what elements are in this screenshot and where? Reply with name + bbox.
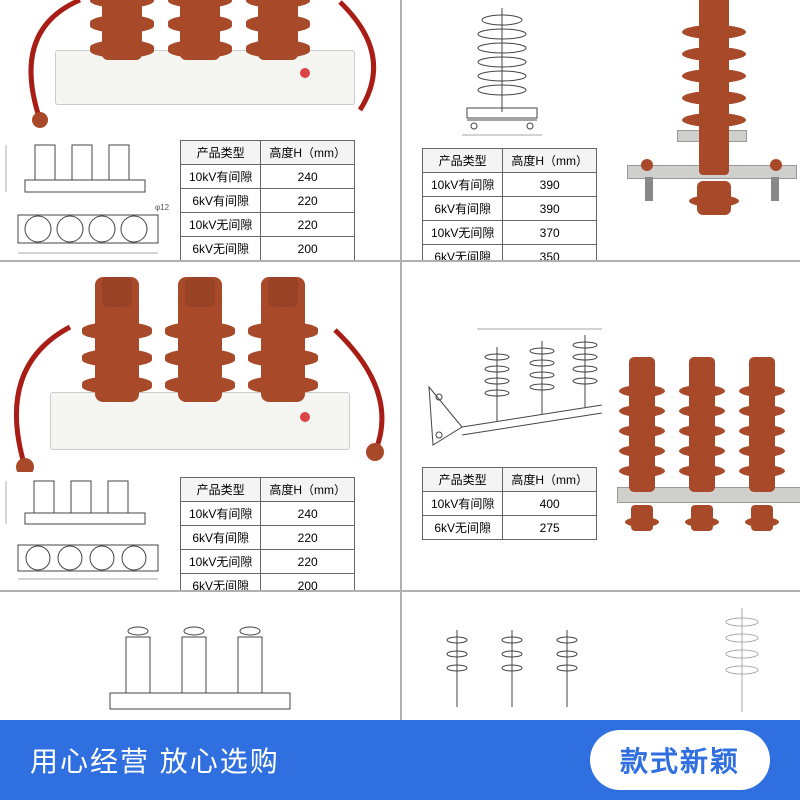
spec-table-D: 产品类型高度H（mm） 10kV有间隙400 6kV无间隙275: [422, 467, 597, 540]
product-photo-4: [617, 327, 800, 547]
th-type: 产品类型: [181, 141, 261, 165]
product-photo-3: [0, 272, 400, 472]
spec-table-C: 产品类型高度H（mm） 10kV有间隙240 6kV有间隙220 10kV无间隙…: [180, 477, 355, 598]
cell-2-right: 产品类型高度H（mm） 10kV有间隙400 6kV无间隙275: [400, 260, 800, 590]
cell-1-right: 产品类型高度H（mm） 10kV有间隙390 6kV有间隙390 10kV无间隙…: [400, 0, 800, 260]
tech-drawing-6: [427, 612, 607, 722]
th-height: 高度H（mm）: [261, 141, 355, 165]
tech-drawing-2: [422, 0, 582, 140]
tech-drawing-3: [0, 467, 175, 587]
footer-badge: 款式新颖: [590, 730, 770, 790]
spec-table-A: 产品类型高度H（mm） 10kV有间隙240 6kV有间隙220 10kV无间隙…: [180, 140, 355, 261]
tech-drawing-4: [417, 317, 617, 457]
footer-slogan: 用心经营 放心选购: [30, 740, 280, 780]
tech-drawing-7: [702, 602, 782, 722]
spec-table-B: 产品类型高度H（mm） 10kV有间隙390 6kV有间隙390 10kV无间隙…: [422, 148, 597, 269]
footer-banner: 用心经营 放心选购 款式新颖: [0, 720, 800, 800]
product-photo-2: [627, 0, 797, 255]
svg-text:φ12: φ12: [155, 203, 170, 212]
tech-drawing-5: [70, 607, 330, 727]
cell-1-left: φ12 产品类型高度H（mm） 10kV有间隙240 6kV有间隙220 10k…: [0, 0, 400, 260]
cell-2-left: 产品类型高度H（mm） 10kV有间隙240 6kV有间隙220 10kV无间隙…: [0, 260, 400, 590]
product-photo-1: [0, 0, 400, 130]
tech-drawing-1: φ12: [0, 125, 175, 260]
